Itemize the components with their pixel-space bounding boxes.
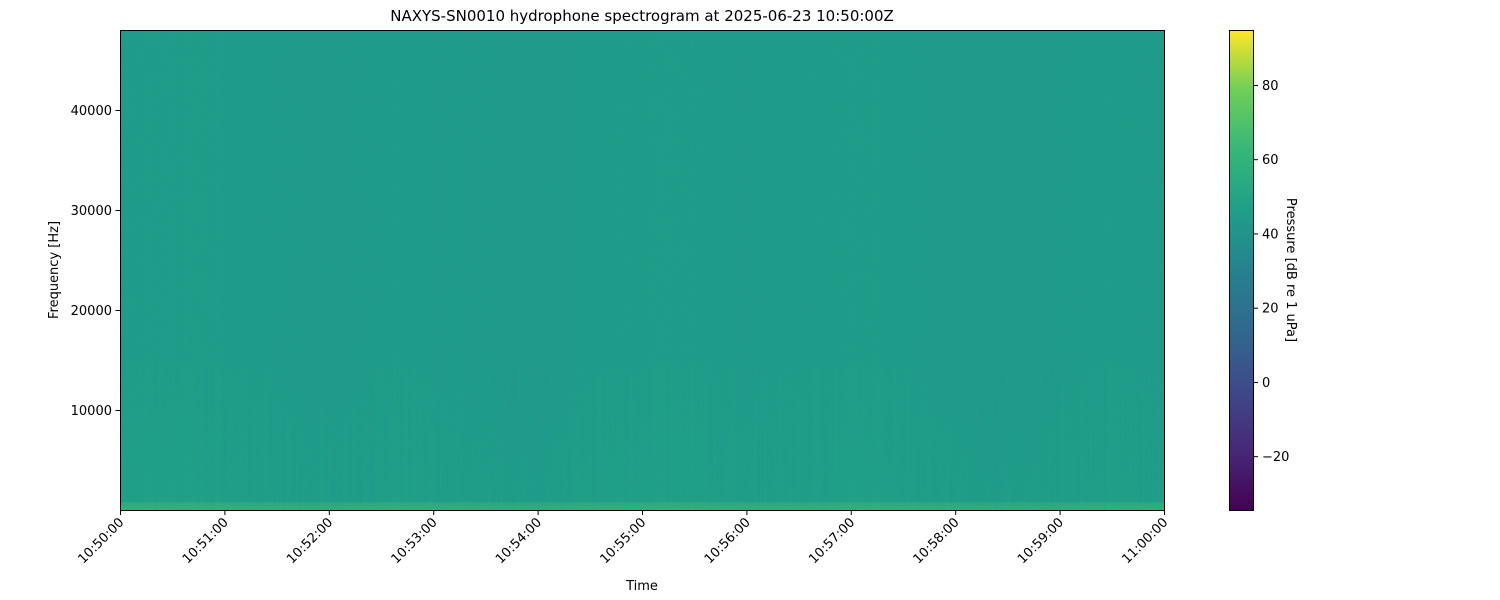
colorbar-label: Pressure [dB re 1 uPa]	[1283, 198, 1298, 342]
colorbar-tick-label: 80	[1262, 79, 1279, 94]
colorbar-tick-label: 0	[1262, 376, 1270, 391]
x-tick-label: 10:52:00	[284, 515, 336, 567]
colorbar-tick-label: 20	[1262, 302, 1279, 317]
chart-title: NAXYS-SN0010 hydrophone spectrogram at 2…	[390, 7, 894, 25]
plot-frame	[120, 30, 1165, 511]
y-axis-label: Frequency [Hz]	[47, 221, 62, 319]
x-tick-label: 10:53:00	[389, 515, 441, 567]
x-tick-label: 10:55:00	[597, 515, 649, 567]
y-tick-label: 40000	[71, 104, 112, 119]
colorbar-tick-label: −20	[1262, 450, 1289, 465]
colorbar	[1229, 30, 1254, 511]
x-tick-label: 10:54:00	[493, 515, 545, 567]
x-tick-label: 10:50:00	[75, 515, 127, 567]
x-tick-label: 10:58:00	[911, 515, 963, 567]
spectrogram-image	[120, 30, 1164, 510]
x-tick-label: 10:59:00	[1015, 515, 1067, 567]
y-tick-label: 10000	[71, 404, 112, 419]
colorbar-tick-label: 60	[1262, 153, 1279, 168]
y-tick-label: 30000	[71, 204, 112, 219]
x-tick-label: 10:51:00	[180, 515, 232, 567]
x-axis-label: Time	[625, 579, 658, 594]
y-tick-label: 20000	[71, 304, 112, 319]
x-tick-label: 10:57:00	[806, 515, 858, 567]
x-tick-label: 11:00:00	[1119, 515, 1171, 567]
x-tick-label: 10:56:00	[702, 515, 754, 567]
colorbar-tick-label: 40	[1262, 227, 1279, 242]
